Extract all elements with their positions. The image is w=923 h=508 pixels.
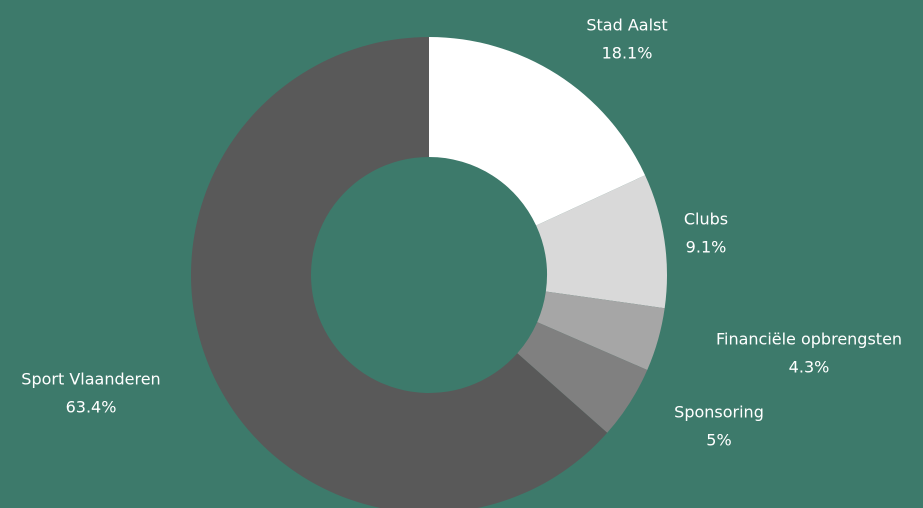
slice-value-label: 18.1% [602, 44, 653, 63]
donut-slice [536, 175, 668, 309]
donut-slice [517, 322, 648, 433]
donut-slice [191, 37, 608, 508]
slice-value-label: 9.1% [686, 238, 727, 257]
slice-label: Financiële opbrengsten [716, 330, 902, 349]
donut-slice [537, 291, 665, 370]
slice-label: Sport Vlaanderen [21, 370, 160, 389]
slice-label: Clubs [684, 210, 728, 229]
slice-value-label: 5% [706, 431, 731, 450]
slice-label: Sponsoring [674, 403, 764, 422]
slice-value-label: 4.3% [789, 358, 830, 377]
donut-slice [429, 37, 646, 226]
slice-value-label: 63.4% [66, 398, 117, 417]
slice-label: Stad Aalst [586, 16, 667, 35]
